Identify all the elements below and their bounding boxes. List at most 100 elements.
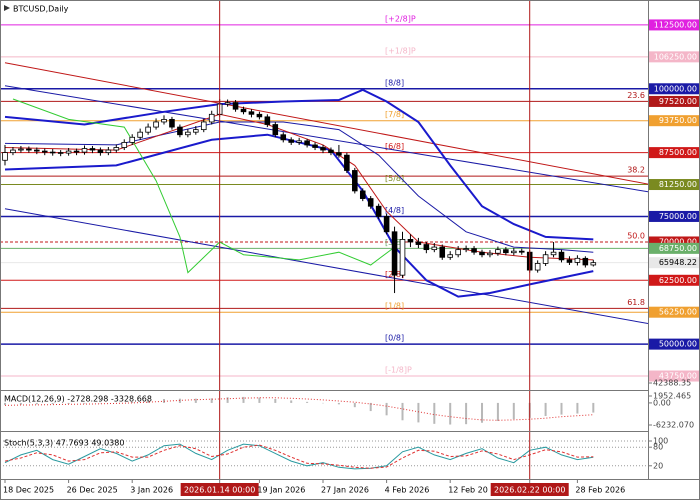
- candle-body: [145, 126, 151, 133]
- level-tag: [8/8]: [385, 78, 404, 87]
- y-tick-label: -6232.070: [653, 421, 694, 430]
- candle-body: [129, 136, 135, 143]
- candle-body: [34, 149, 40, 152]
- candle-body: [185, 131, 191, 136]
- candle-body: [105, 149, 112, 154]
- macd-bar: [51, 402, 54, 405]
- x-label-bg: [180, 483, 259, 496]
- candle-body: [57, 152, 64, 154]
- macd-bar: [19, 402, 22, 405]
- panel: [0, 440, 648, 470]
- level-tag: 38.2: [627, 166, 645, 175]
- candle-body: [248, 111, 255, 115]
- price-label: 75000.00: [659, 212, 697, 221]
- candle-body: [471, 248, 477, 253]
- candle-body: [455, 249, 461, 256]
- price-label-bg: [649, 95, 699, 107]
- candle-body: [359, 190, 366, 199]
- indicator-line: [4, 88, 594, 241]
- level-tag: [+1/8]P: [385, 46, 416, 55]
- macd-bar: [385, 402, 388, 416]
- candle-body: [137, 131, 143, 138]
- indicator-line: [12, 98, 395, 274]
- x-tick-label: 18 Dec 2025: [3, 486, 54, 495]
- y-tick-label: 1952.465: [653, 391, 691, 400]
- y-tick-label: 20: [653, 461, 663, 470]
- macd-bar: [417, 402, 420, 423]
- macd-bar: [592, 402, 595, 413]
- candle-body: [415, 241, 422, 245]
- price-label-bg: [649, 210, 699, 222]
- price-label: 43750.00: [659, 372, 697, 381]
- price-label: 65948.22: [659, 258, 697, 267]
- candle-body: [177, 126, 183, 136]
- macd-bar: [369, 402, 372, 412]
- stoch-line: [4, 444, 594, 469]
- indicator-line: [4, 208, 648, 325]
- price-label-bg: [649, 115, 699, 127]
- candle-body: [447, 254, 453, 258]
- x-label-bg: [490, 483, 569, 496]
- level-tag: [-1/8]P: [385, 366, 412, 375]
- candle-body: [161, 119, 167, 123]
- price-label-bg: [649, 51, 699, 63]
- level-tag: [6/8]: [385, 142, 404, 151]
- candle-body: [89, 148, 96, 151]
- candle-body: [18, 148, 24, 151]
- price-label: 87500.00: [659, 148, 697, 157]
- candle-body: [534, 263, 541, 271]
- candle-body: [240, 108, 247, 113]
- x-tick-label: 2026.01.14 00:00: [184, 486, 255, 495]
- candle-body: [272, 124, 279, 136]
- candle-body: [582, 257, 589, 266]
- candle-body: [288, 139, 294, 143]
- candle-body: [383, 216, 390, 233]
- price-label-bg: [649, 83, 699, 95]
- level-tag: [1/8]: [385, 302, 404, 311]
- candle-body: [73, 150, 80, 153]
- x-tick-label: 4 Feb 2026: [385, 486, 430, 495]
- macd-bar: [449, 402, 452, 425]
- price-label: 50000.00: [659, 340, 697, 349]
- level-tag: 23.6: [627, 91, 645, 100]
- macd-bar: [4, 402, 7, 406]
- candle-body: [542, 254, 549, 264]
- macd-bar: [83, 402, 86, 404]
- price-label: 100000.00: [654, 84, 697, 93]
- price-label: 112500.00: [654, 20, 697, 29]
- candle-body: [224, 102, 231, 105]
- macd-bar: [544, 402, 547, 417]
- level-tag: [+2/8]P: [385, 14, 416, 23]
- candle-body: [193, 129, 199, 133]
- candle-body: [495, 249, 501, 254]
- macd-bar: [35, 402, 38, 405]
- candle-body: [344, 154, 350, 171]
- candle-body: [26, 148, 32, 151]
- price-label-bg: [649, 370, 699, 382]
- candle-body: [41, 150, 48, 153]
- indicator-line: [4, 85, 648, 193]
- y-tick-label: 0.00: [653, 398, 671, 407]
- signal-line: [4, 397, 594, 421]
- level-tag: [5/8]: [385, 174, 404, 183]
- macd-bar: [337, 402, 340, 405]
- x-tick-label: 12 Feb 20: [448, 486, 488, 495]
- candle-body: [479, 251, 485, 256]
- price-label-bg: [649, 147, 699, 159]
- price-label-bg: [649, 179, 699, 191]
- macd-bar: [67, 402, 70, 404]
- candle-body: [518, 250, 525, 253]
- macd-bar: [433, 402, 436, 424]
- candle-body: [328, 149, 334, 154]
- candle-body: [113, 147, 120, 151]
- level-tag: 50.0: [627, 231, 645, 240]
- macd-bar: [258, 397, 261, 403]
- macd-bar: [560, 402, 563, 415]
- candle-body: [558, 251, 565, 261]
- menu-icon[interactable]: [4, 5, 10, 11]
- price-label-bg: [649, 19, 699, 31]
- macd-bar: [290, 400, 293, 403]
- candle-body: [439, 246, 446, 258]
